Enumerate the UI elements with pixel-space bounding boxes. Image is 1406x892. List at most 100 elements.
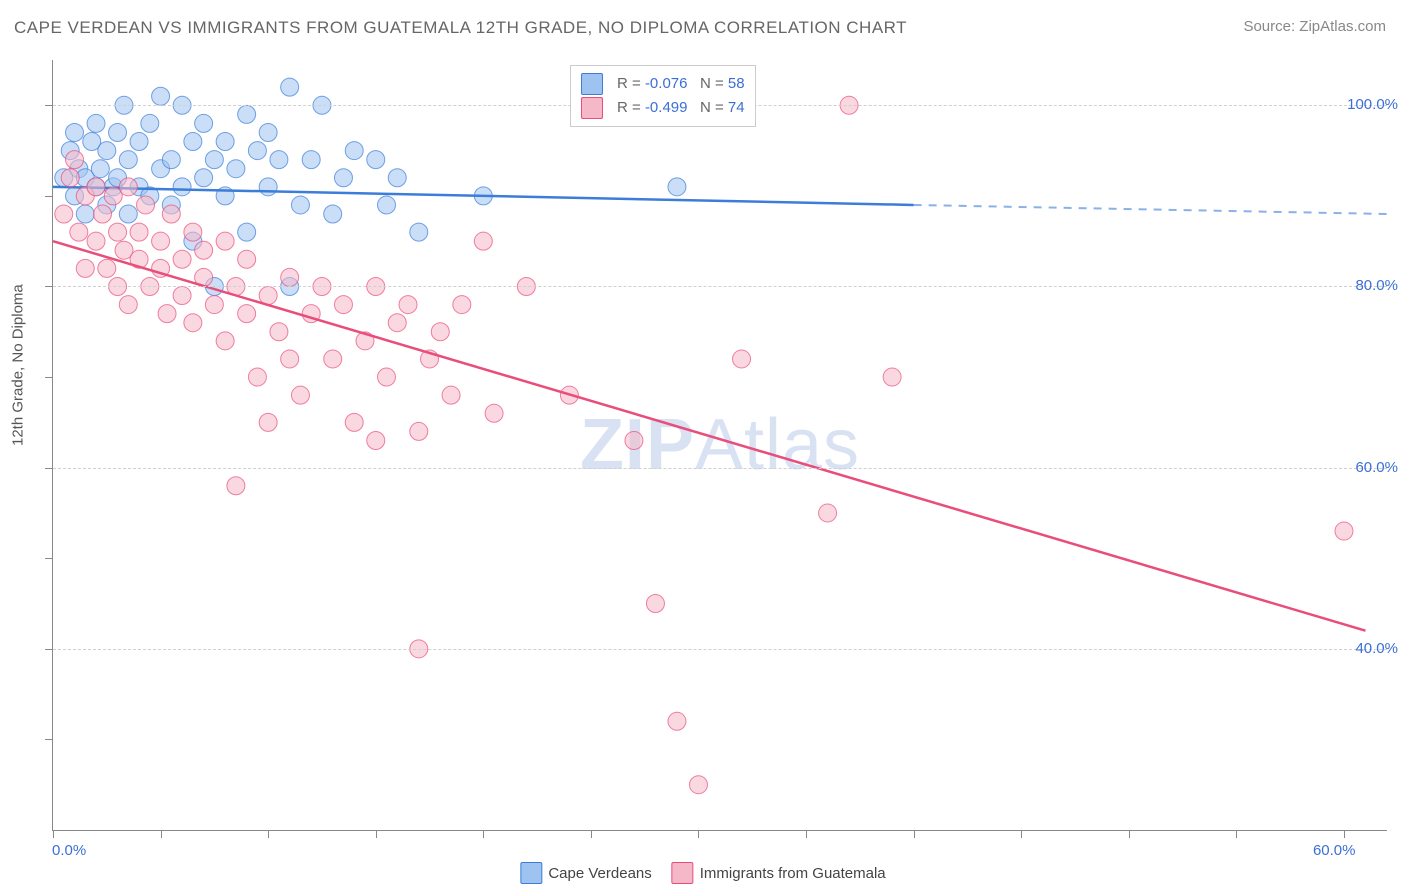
x-tick (806, 830, 807, 838)
scatter-point (184, 133, 202, 151)
scatter-point (474, 232, 492, 250)
scatter-point (345, 413, 363, 431)
scatter-point (442, 386, 460, 404)
scatter-point (668, 712, 686, 730)
scatter-point (173, 250, 191, 268)
legend-label: Immigrants from Guatemala (700, 865, 886, 882)
x-tick (1129, 830, 1130, 838)
scatter-point (76, 205, 94, 223)
x-axis-label: 0.0% (52, 842, 86, 859)
scatter-point (216, 133, 234, 151)
scatter-point (367, 151, 385, 169)
scatter-point (119, 205, 137, 223)
scatter-point (87, 232, 105, 250)
stats-row: R = -0.499 N = 74 (581, 96, 745, 120)
y-tick (45, 286, 53, 287)
scatter-point (137, 196, 155, 214)
stats-text: R = -0.499 N = 74 (617, 96, 745, 120)
x-tick (376, 830, 377, 838)
scatter-point (119, 296, 137, 314)
scatter-chart-svg (53, 60, 1387, 830)
y-tick (45, 739, 53, 740)
scatter-point (238, 250, 256, 268)
scatter-point (291, 196, 309, 214)
scatter-point (227, 160, 245, 178)
scatter-point (410, 223, 428, 241)
scatter-point (259, 413, 277, 431)
scatter-point (259, 123, 277, 141)
scatter-point (367, 431, 385, 449)
x-tick (53, 830, 54, 838)
legend-label: Cape Verdeans (548, 865, 651, 882)
scatter-point (216, 332, 234, 350)
scatter-point (668, 178, 686, 196)
scatter-point (152, 87, 170, 105)
scatter-point (205, 151, 223, 169)
legend-swatch (581, 73, 603, 95)
x-tick (914, 830, 915, 838)
y-tick (45, 468, 53, 469)
scatter-point (248, 368, 266, 386)
scatter-point (324, 205, 342, 223)
scatter-point (259, 287, 277, 305)
gridline (53, 649, 1387, 650)
scatter-point (141, 114, 159, 132)
scatter-point (195, 169, 213, 187)
legend-item: Immigrants from Guatemala (672, 862, 886, 884)
chart-title: CAPE VERDEAN VS IMMIGRANTS FROM GUATEMAL… (14, 18, 907, 38)
y-axis-label: 60.0% (1355, 459, 1398, 476)
scatter-point (378, 368, 396, 386)
scatter-point (334, 296, 352, 314)
legend-swatch (672, 862, 694, 884)
regression-line (53, 241, 1365, 631)
scatter-point (184, 223, 202, 241)
scatter-point (70, 223, 88, 241)
scatter-point (205, 296, 223, 314)
scatter-point (238, 223, 256, 241)
scatter-point (55, 205, 73, 223)
scatter-point (158, 305, 176, 323)
scatter-point (238, 305, 256, 323)
scatter-point (625, 431, 643, 449)
y-axis-label: 80.0% (1355, 277, 1398, 294)
scatter-point (270, 323, 288, 341)
scatter-point (259, 178, 277, 196)
x-tick (591, 830, 592, 838)
x-tick (483, 830, 484, 838)
gridline (53, 468, 1387, 469)
scatter-point (216, 232, 234, 250)
scatter-point (281, 350, 299, 368)
x-tick (1344, 830, 1345, 838)
scatter-point (87, 178, 105, 196)
scatter-point (109, 123, 127, 141)
x-tick (161, 830, 162, 838)
y-tick (45, 196, 53, 197)
scatter-point (388, 314, 406, 332)
legend-swatch (581, 97, 603, 119)
scatter-point (184, 314, 202, 332)
scatter-point (173, 178, 191, 196)
scatter-point (162, 151, 180, 169)
scatter-point (130, 133, 148, 151)
scatter-point (291, 386, 309, 404)
y-tick (45, 377, 53, 378)
regression-stats-legend: R = -0.076 N = 58R = -0.499 N = 74 (570, 65, 756, 127)
legend-swatch (520, 862, 542, 884)
scatter-point (227, 477, 245, 495)
scatter-point (119, 151, 137, 169)
scatter-point (238, 105, 256, 123)
scatter-point (485, 404, 503, 422)
scatter-plot-area: ZIPAtlas (52, 60, 1387, 831)
scatter-point (1335, 522, 1353, 540)
y-tick (45, 649, 53, 650)
scatter-point (76, 259, 94, 277)
scatter-point (91, 160, 109, 178)
x-tick (1236, 830, 1237, 838)
scatter-point (399, 296, 417, 314)
scatter-point (646, 595, 664, 613)
legend-item: Cape Verdeans (520, 862, 651, 884)
x-tick (1021, 830, 1022, 838)
scatter-point (173, 287, 191, 305)
source-attribution: Source: ZipAtlas.com (1243, 18, 1386, 35)
y-axis-label: 100.0% (1347, 96, 1398, 113)
